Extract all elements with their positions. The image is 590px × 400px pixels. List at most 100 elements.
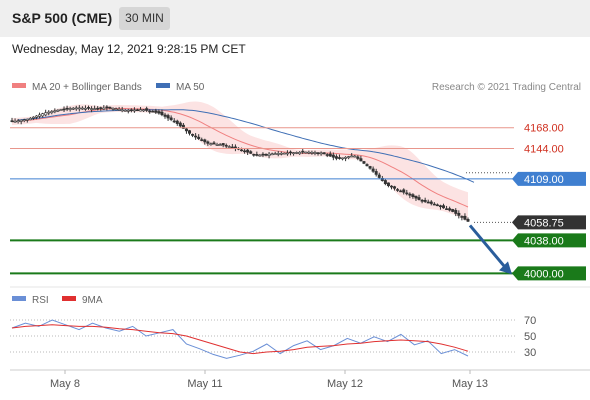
candle-body	[19, 119, 23, 122]
rsi-tick-label: 50	[524, 331, 536, 343]
rsi-ma-legend-swatch	[62, 296, 76, 301]
candle-body	[255, 154, 259, 156]
candle-body	[325, 154, 329, 156]
candle-body	[117, 109, 121, 111]
candle-body	[353, 155, 357, 158]
candle-body	[304, 151, 308, 154]
candle-body	[399, 190, 403, 193]
candle-body	[295, 152, 299, 154]
candle-body	[74, 107, 78, 110]
candle-body	[47, 111, 51, 114]
candle-body	[282, 152, 286, 155]
candle-body	[438, 205, 442, 208]
candle-body	[276, 153, 280, 155]
candle-body	[288, 151, 292, 154]
candle-body	[28, 117, 32, 121]
candle-body	[264, 154, 268, 156]
candle-body	[77, 107, 81, 110]
candle-body	[135, 109, 139, 112]
candle-body	[341, 157, 345, 160]
candle-body	[454, 210, 458, 214]
candle-body	[252, 153, 256, 156]
candle-body	[386, 182, 390, 187]
candle-body	[41, 113, 45, 117]
candle-body	[142, 109, 146, 112]
candle-body	[451, 209, 455, 212]
candle-body	[368, 166, 372, 169]
candle-body	[261, 153, 265, 156]
candle-body	[396, 189, 400, 191]
time-tick-label: May 13	[452, 378, 488, 390]
candle-body	[429, 201, 433, 204]
candle-body	[108, 106, 112, 109]
candle-body	[166, 115, 170, 119]
candle-body	[80, 107, 84, 110]
candle-body	[160, 111, 164, 116]
rsi-legend-swatch	[12, 296, 26, 301]
chart-header-bar	[0, 0, 590, 37]
candle-body	[319, 152, 323, 155]
candle-body	[374, 171, 378, 175]
time-tick-label: May 8	[50, 378, 80, 390]
candle-body	[181, 124, 185, 129]
current-price-label: 4058.75	[524, 217, 564, 229]
candle-body	[243, 150, 247, 153]
candle-body	[194, 135, 198, 138]
candle-body	[347, 156, 351, 158]
candle-body	[83, 107, 87, 110]
candle-body	[328, 153, 332, 157]
candle-body	[129, 109, 133, 112]
candle-body	[157, 111, 161, 114]
candle-body	[445, 208, 449, 210]
ma50-legend-swatch	[156, 83, 170, 88]
candle-body	[279, 152, 283, 155]
candle-body	[102, 107, 106, 110]
candle-body	[184, 128, 188, 132]
candle-body	[270, 153, 274, 156]
time-tick-label: May 11	[187, 378, 222, 390]
bollinger-legend-swatch	[12, 83, 26, 88]
candle-body	[191, 134, 195, 136]
candle-body	[50, 111, 54, 114]
candle-body	[139, 109, 143, 112]
candle-body	[405, 192, 409, 195]
candle-body	[426, 201, 430, 204]
timestamp: Wednesday, May 12, 2021 9:28:15 PM CET	[12, 42, 246, 56]
forecast-arrow-head	[499, 261, 512, 275]
candle-body	[301, 150, 305, 153]
candle-body	[463, 215, 467, 220]
candle-body	[145, 108, 149, 111]
candle-body	[90, 108, 94, 110]
current-price-tag	[512, 215, 586, 230]
candle-body	[389, 185, 393, 188]
candle-body	[337, 157, 341, 159]
candle-body	[188, 130, 192, 134]
candle-body	[114, 108, 118, 111]
candle-body	[331, 154, 335, 158]
candle-body	[203, 139, 207, 143]
candle-body	[316, 152, 320, 154]
ma50-legend-label: MA 50	[176, 82, 205, 93]
rsi-line	[11, 319, 469, 359]
candle-body	[233, 146, 237, 149]
candle-body	[175, 120, 179, 124]
candle-body	[221, 143, 225, 146]
candle-body	[273, 153, 277, 155]
candle-body	[59, 109, 63, 111]
candle-body	[38, 114, 42, 117]
candle-body	[65, 107, 69, 110]
candle-body	[111, 108, 115, 110]
candle-body	[460, 216, 464, 218]
timeframe-button[interactable]: 30 MIN	[119, 7, 170, 30]
candle-body	[224, 144, 228, 147]
candle-body	[132, 109, 136, 112]
candle-body	[350, 155, 354, 158]
level-label: 4038.00	[524, 235, 564, 247]
candle-body	[44, 112, 48, 116]
bollinger-legend-label: MA 20 + Bollinger Bands	[32, 82, 142, 93]
candle-body	[408, 193, 412, 196]
candle-body	[227, 146, 231, 148]
level-label: 4144.00	[524, 144, 564, 156]
candle-body	[123, 109, 127, 112]
candle-body	[120, 109, 124, 112]
